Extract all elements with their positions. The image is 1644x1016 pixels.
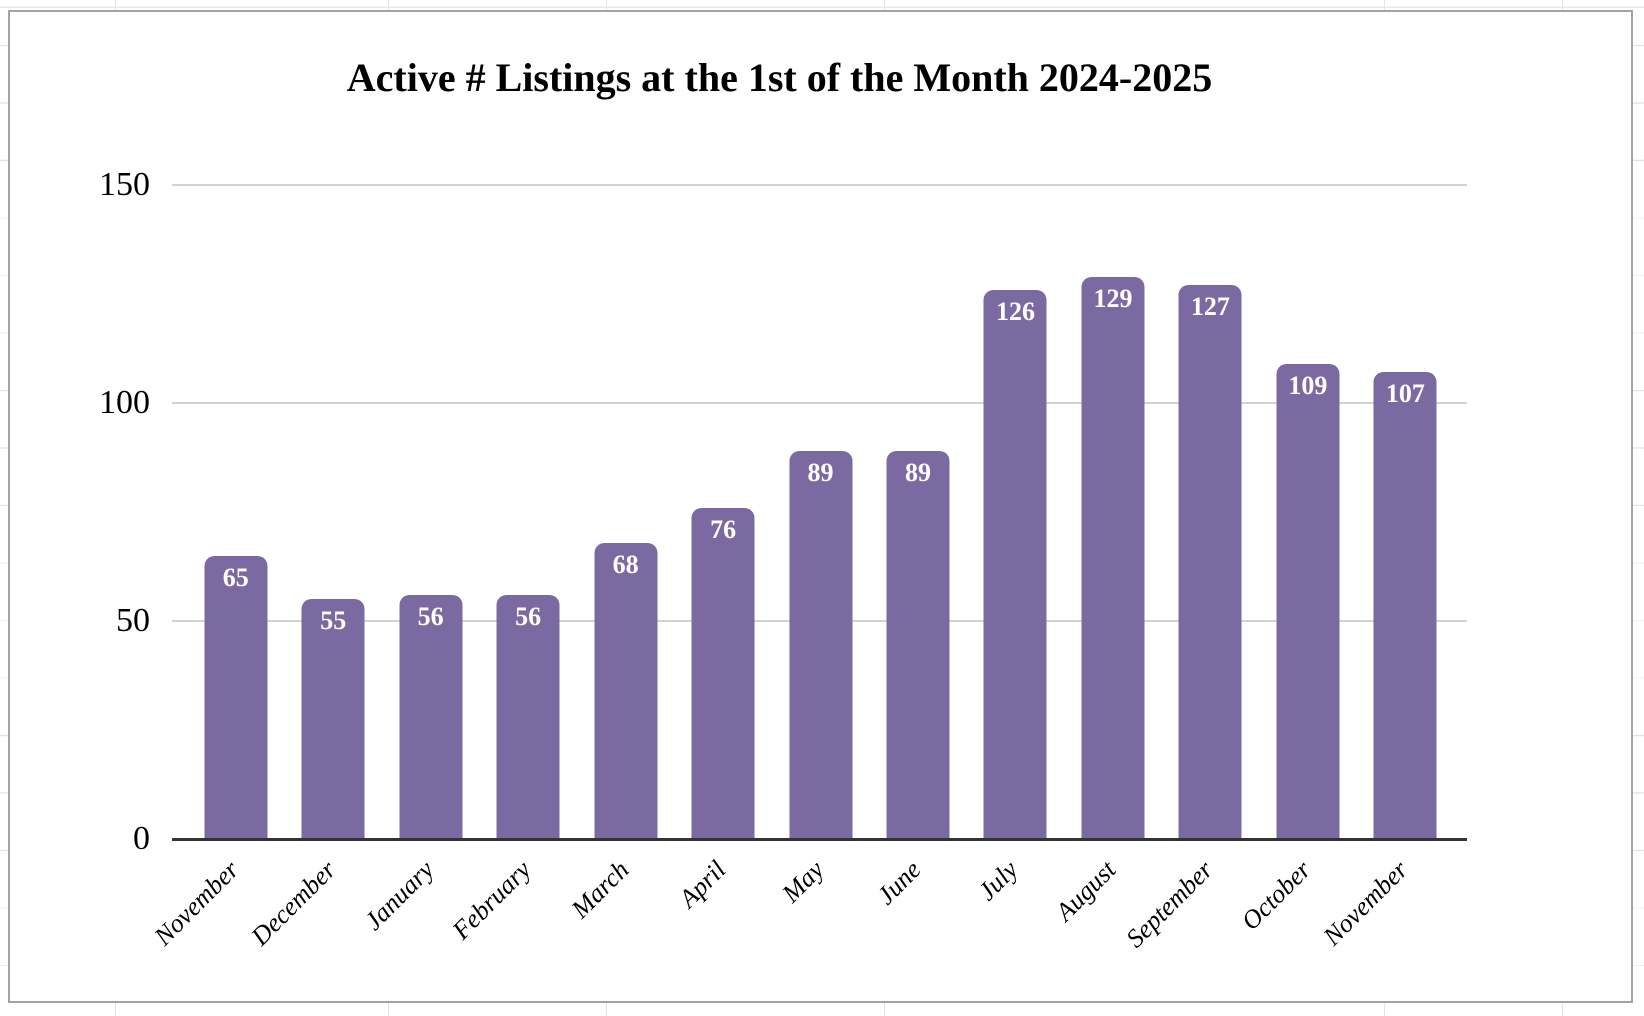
- bar-slot: 76: [674, 185, 771, 839]
- bar-value-label: 76: [710, 514, 737, 544]
- bar-value-label: 109: [1288, 370, 1328, 400]
- bar-november-12[interactable]: 107: [1373, 372, 1437, 839]
- x-axis-label: June: [871, 855, 927, 911]
- x-axis-label: December: [245, 855, 342, 952]
- x-axis-label: September: [1120, 855, 1219, 954]
- bar-slot: 109: [1259, 185, 1356, 839]
- y-axis-tick-label: 100: [99, 384, 150, 421]
- plot-area: 0 50 100 150 65 55 56 56 68 76 89 89 126 129 127 109 107…: [99, 166, 1467, 953]
- bar-september-10[interactable]: 127: [1178, 285, 1242, 839]
- bar-value-label: 127: [1190, 292, 1230, 322]
- bar-value-label: 65: [222, 562, 249, 592]
- x-axis-label: August: [1049, 855, 1122, 927]
- bar-slot: 68: [577, 185, 674, 839]
- x-axis-label: October: [1235, 855, 1317, 936]
- bar-october-11[interactable]: 109: [1276, 363, 1340, 839]
- bar-value-label: 89: [905, 457, 932, 487]
- x-axis-label: April: [673, 855, 732, 914]
- y-axis-tick-label: 0: [133, 820, 150, 857]
- bar-slot: 127: [1162, 185, 1259, 839]
- bar-slot: 89: [772, 185, 869, 839]
- bar-slot: 56: [382, 185, 479, 839]
- gridline: [172, 184, 1467, 186]
- bar-slot: 89: [869, 185, 966, 839]
- chart-title: Active # Listings at the 1st of the Mont…: [346, 55, 1213, 100]
- x-axis-label: January: [358, 855, 440, 936]
- bar-slot: 65: [187, 185, 284, 839]
- bar-value-label: 126: [995, 296, 1035, 326]
- x-axis-label: November: [1317, 855, 1414, 952]
- bar-december-1[interactable]: 55: [301, 599, 365, 839]
- bar-value-label: 56: [515, 601, 542, 631]
- bar-april-5[interactable]: 76: [691, 507, 755, 839]
- gridline: [172, 402, 1467, 404]
- bar-value-label: 129: [1093, 283, 1133, 313]
- bar-slot: 126: [967, 185, 1064, 839]
- bar-may-6[interactable]: 89: [789, 450, 853, 839]
- x-axis-label: February: [446, 855, 537, 945]
- x-axis-label: November: [148, 855, 245, 952]
- bars-region: 65 55 56 56 68 76 89 89 126 129 127 109 107: [187, 185, 1454, 839]
- bar-march-4[interactable]: 68: [594, 542, 658, 839]
- x-axis-label: May: [775, 855, 830, 909]
- bar-value-label: 55: [320, 606, 347, 636]
- x-axis-line: [172, 838, 1467, 841]
- bar-slot: 129: [1064, 185, 1161, 839]
- bar-slot: 107: [1357, 185, 1454, 839]
- x-axis-label: July: [972, 855, 1024, 907]
- bar-value-label: 89: [807, 457, 834, 487]
- bar-july-8[interactable]: 126: [983, 289, 1047, 839]
- chart-object[interactable]: Active # Listings at the 1st of the Mont…: [8, 10, 1633, 1003]
- bar-november-0[interactable]: 65: [204, 555, 268, 839]
- y-axis-tick-label: 50: [116, 602, 150, 639]
- bar-january-2[interactable]: 56: [399, 594, 463, 839]
- bar-value-label: 56: [417, 601, 444, 631]
- bar-february-3[interactable]: 56: [496, 594, 560, 839]
- bar-august-9[interactable]: 129: [1081, 276, 1145, 839]
- y-axis-tick-label: 150: [99, 166, 150, 203]
- bar-slot: 55: [284, 185, 381, 839]
- bar-june-7[interactable]: 89: [886, 450, 950, 839]
- x-axis-label: March: [565, 855, 635, 924]
- bar-value-label: 107: [1385, 379, 1425, 409]
- bar-value-label: 68: [612, 549, 639, 579]
- bar-slot: 56: [479, 185, 576, 839]
